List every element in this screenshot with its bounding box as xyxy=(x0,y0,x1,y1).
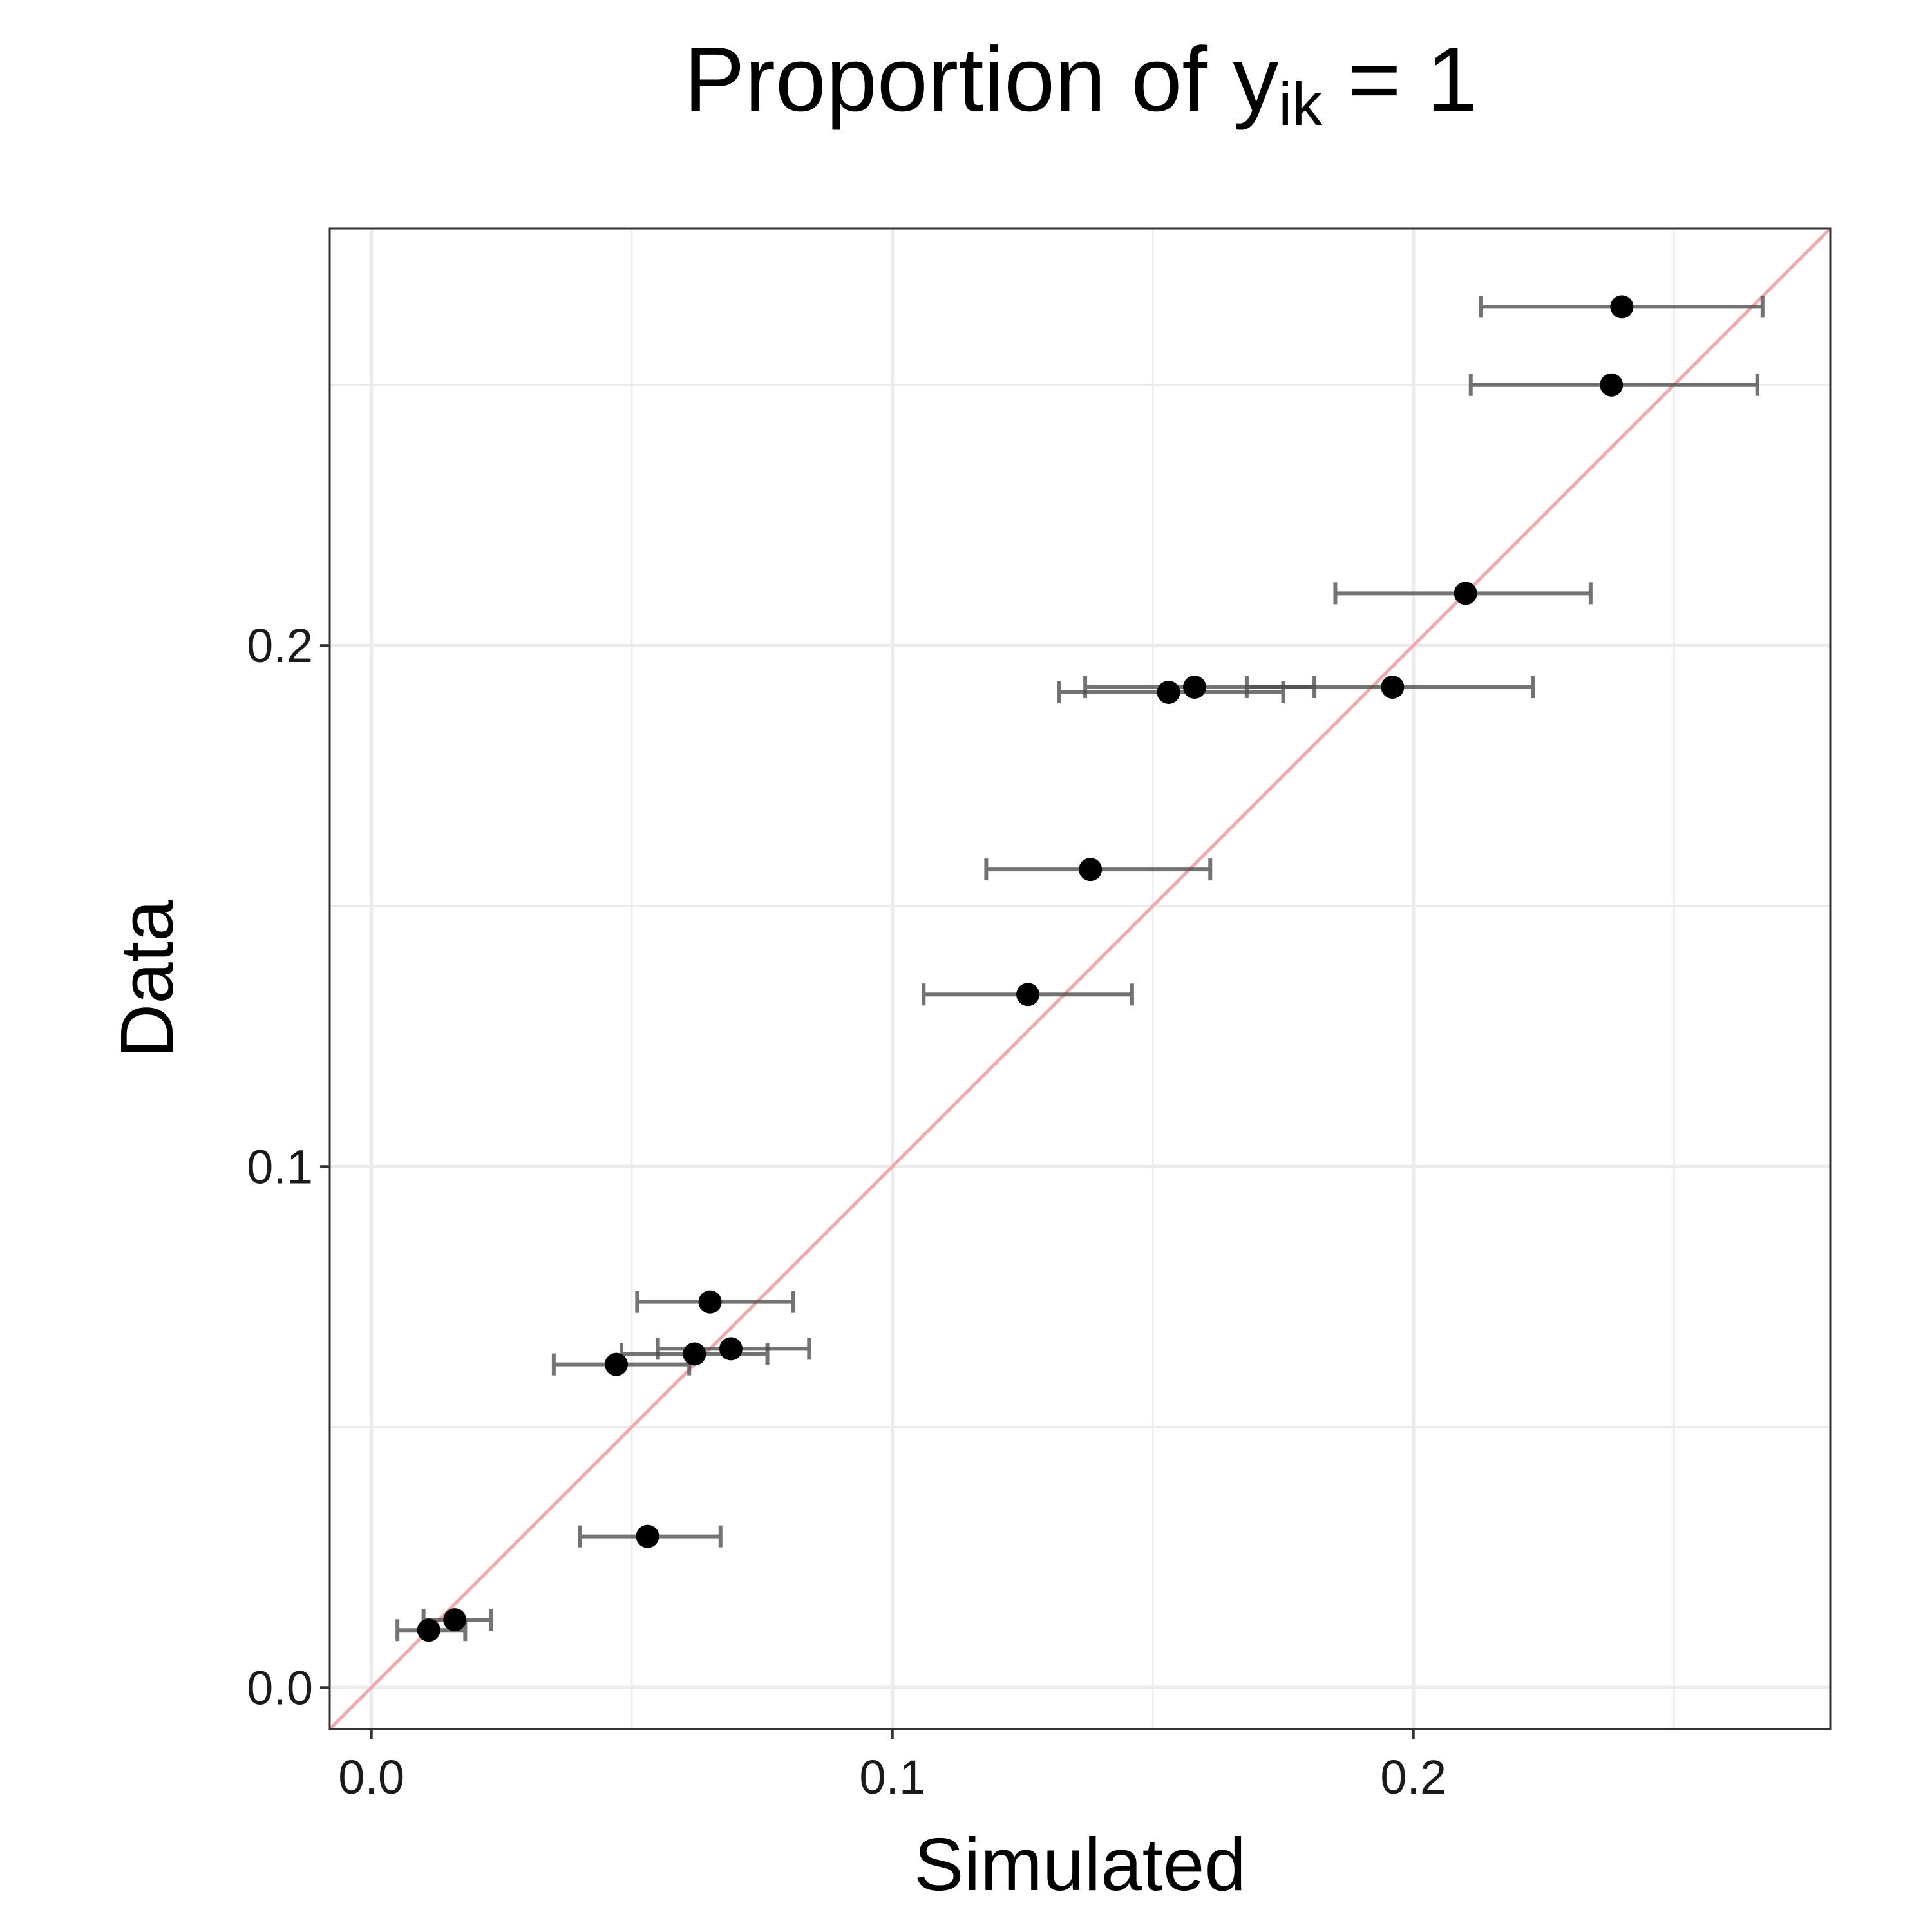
data-point-13 xyxy=(443,1608,467,1632)
x-tick-label-2: 0.2 xyxy=(1380,1750,1446,1804)
y-axis-title: Data xyxy=(105,900,189,1058)
y-axis: 0.0 0.1 0.2 xyxy=(247,619,330,1714)
data-point-4 xyxy=(1182,675,1206,699)
data-point-5 xyxy=(1157,681,1180,705)
y-tick-label-1: 0.1 xyxy=(247,1140,313,1193)
identity-reference-line xyxy=(328,227,1832,1730)
data-point-2 xyxy=(1454,582,1477,605)
y-tick-label-2: 0.2 xyxy=(247,619,313,672)
chart-title-suffix: = 1 xyxy=(1322,28,1477,131)
data-point-8 xyxy=(698,1290,722,1314)
chart-title: Proportion of yik = 1 xyxy=(684,28,1477,138)
data-point-10 xyxy=(683,1342,706,1366)
chart-title-prefix: Proportion of y xyxy=(684,28,1279,131)
data-point-11 xyxy=(604,1352,628,1376)
data-point-14 xyxy=(417,1618,440,1642)
data-point-7 xyxy=(1016,983,1040,1007)
x-axis: 0.0 0.1 0.2 xyxy=(338,1729,1446,1804)
y-tick-label-0: 0.0 xyxy=(247,1661,313,1714)
x-tick-label-1: 0.1 xyxy=(859,1750,925,1804)
data-point-12 xyxy=(636,1524,659,1548)
x-tick-label-0: 0.0 xyxy=(338,1750,404,1804)
x-axis-title: Simulated xyxy=(914,1823,1246,1906)
data-point-0 xyxy=(1610,295,1634,319)
data-point-1 xyxy=(1600,373,1624,397)
data-point-9 xyxy=(719,1337,743,1361)
panel-border xyxy=(328,227,1832,1730)
data-points xyxy=(417,295,1634,1642)
chart-title-subscript: ik xyxy=(1278,70,1323,138)
grid-lines xyxy=(330,229,1830,1729)
data-point-6 xyxy=(1079,858,1103,882)
data-point-3 xyxy=(1381,675,1405,699)
reference-line-group xyxy=(328,227,1832,1730)
